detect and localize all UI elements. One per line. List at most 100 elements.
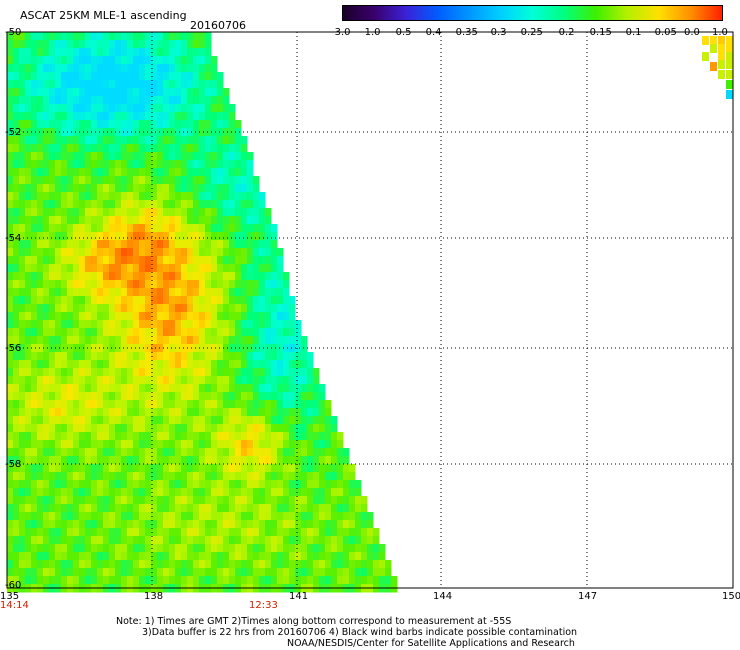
swath-cell <box>49 48 56 57</box>
swath-cell <box>145 312 152 321</box>
swath-cell <box>139 400 146 409</box>
swath-cell <box>163 368 170 377</box>
swath-cell <box>13 288 20 297</box>
swath-cell <box>55 208 62 217</box>
swath-cell <box>19 64 26 73</box>
swath-cell <box>79 544 86 553</box>
swath-cell <box>169 408 176 417</box>
swath-cell <box>169 192 176 201</box>
swath-cell <box>241 568 248 577</box>
swath-cell <box>217 288 224 297</box>
swath-cell <box>67 384 74 393</box>
swath-cell <box>145 504 152 513</box>
swath-cell <box>85 312 92 321</box>
swath-cell <box>61 96 68 105</box>
swath-cell <box>169 112 176 121</box>
swath-cell <box>43 288 50 297</box>
swath-cell <box>205 152 212 161</box>
swath-cell <box>259 376 266 385</box>
swath-cell <box>235 248 242 257</box>
swath-cell <box>61 200 68 209</box>
swath-cell <box>31 520 38 529</box>
swath-cell <box>127 400 134 409</box>
swath-cell <box>301 416 308 425</box>
swath-cell <box>253 240 260 249</box>
swath-cell <box>229 376 236 385</box>
swath-cell <box>103 376 110 385</box>
swath-cell <box>31 288 38 297</box>
swath-cell <box>223 576 230 585</box>
swath-cell <box>313 480 320 489</box>
swath-cell <box>199 48 206 57</box>
swath-cell <box>7 328 14 337</box>
swath-cell <box>199 112 206 121</box>
swath-cell <box>151 120 158 129</box>
swath-cell <box>91 568 98 577</box>
swath-cell <box>163 328 170 337</box>
swath-cell <box>247 528 254 537</box>
swath-cell <box>85 264 92 273</box>
swath-cell <box>193 488 200 497</box>
swath-cell <box>85 344 92 353</box>
swath-cell <box>283 352 290 361</box>
swath-cell <box>301 496 308 505</box>
swath-cell <box>133 128 140 137</box>
swath-cell <box>259 408 266 417</box>
swath-cell <box>151 32 158 41</box>
swath-cell <box>37 536 44 545</box>
swath-cell <box>19 56 26 65</box>
swath-cell <box>127 272 134 281</box>
swath-cell <box>67 368 74 377</box>
swath-cell <box>199 416 206 425</box>
swath-cell <box>277 400 284 409</box>
swath-cell <box>151 416 158 425</box>
swath-cell <box>313 464 320 473</box>
swath-cell <box>187 168 194 177</box>
swath-cell <box>223 304 230 313</box>
swath-cell <box>325 496 332 505</box>
swath-cell <box>121 328 128 337</box>
swath-cell <box>7 104 14 113</box>
swath-cell <box>97 368 104 377</box>
swath-cell <box>277 496 284 505</box>
swath-cell <box>217 256 224 265</box>
swath-cell <box>115 296 122 305</box>
swath-cell <box>223 488 230 497</box>
swath-cell <box>121 272 128 281</box>
swath-cell <box>55 184 62 193</box>
swath-cell <box>79 464 86 473</box>
swath-cell <box>97 544 104 553</box>
swath-cell <box>73 536 80 545</box>
swath-cell <box>271 576 278 585</box>
swath-cell <box>211 208 218 217</box>
swath-cell <box>199 296 206 305</box>
lat-label-58: -58 <box>5 459 22 470</box>
swath-cell <box>91 376 98 385</box>
swath-cell <box>97 344 104 353</box>
swath-cell <box>19 280 26 289</box>
swath-cell <box>217 504 224 513</box>
swath-cell <box>175 56 182 65</box>
swath-cell <box>271 368 278 377</box>
colorbar-tick-9: -0.1 <box>622 27 642 38</box>
swath-cell <box>193 128 200 137</box>
swath-cell <box>49 368 56 377</box>
swath-cell <box>115 112 122 121</box>
swath-cell <box>223 456 230 465</box>
swath-cell <box>19 384 26 393</box>
swath-cell <box>67 160 74 169</box>
swath-cell <box>199 80 206 89</box>
swath-cell <box>49 136 56 145</box>
swath-cell <box>355 568 362 577</box>
lon-label-144: 144 <box>433 591 453 602</box>
swath-cell <box>211 480 218 489</box>
swath-cell <box>139 56 146 65</box>
swath-cell <box>205 464 212 473</box>
swath-cell <box>85 456 92 465</box>
swath-cell <box>205 240 212 249</box>
swath-cell <box>187 208 194 217</box>
swath-cell <box>181 72 188 81</box>
swath-cell <box>13 192 20 201</box>
swath-cell <box>253 536 260 545</box>
swath-cell <box>103 416 110 425</box>
